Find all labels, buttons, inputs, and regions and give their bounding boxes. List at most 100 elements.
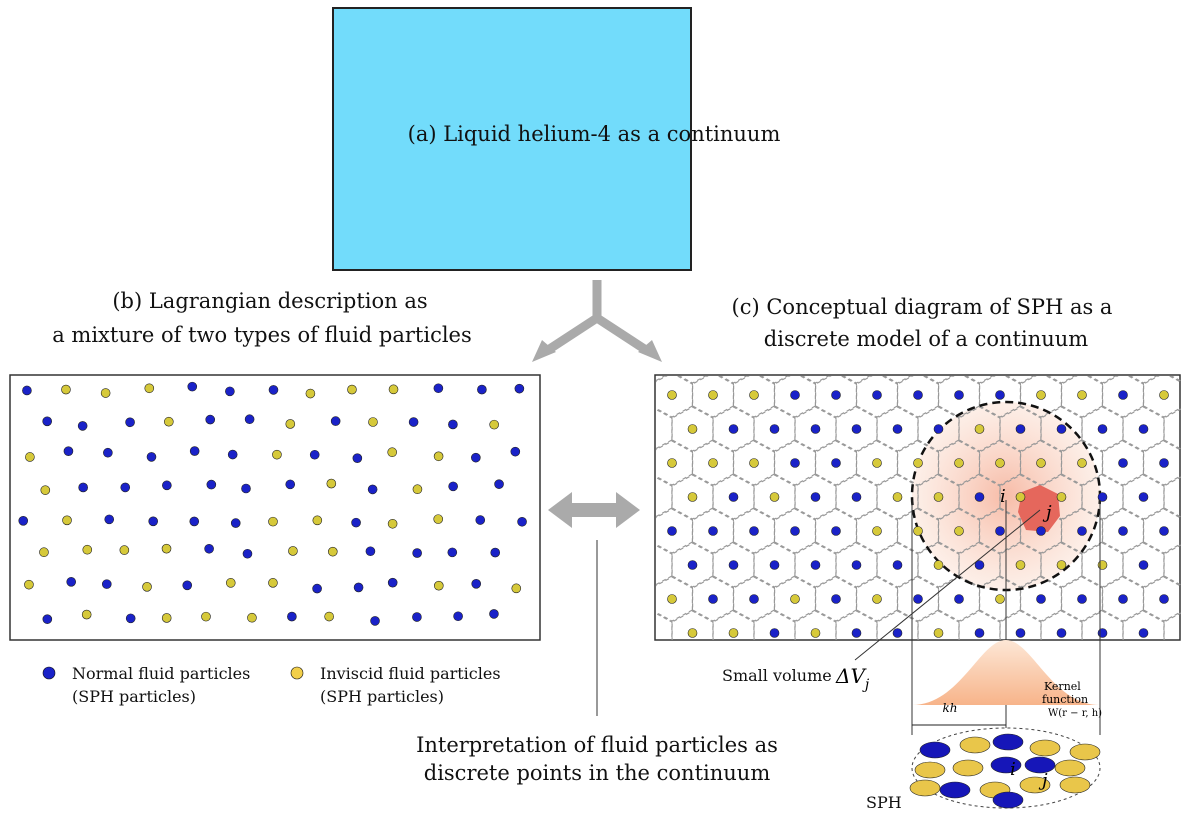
particle [1037, 527, 1046, 536]
kernel-label: W(r − r, h) [1048, 708, 1102, 719]
particle [1057, 493, 1066, 502]
interpretation: Interpretation of fluid particles as [416, 733, 778, 757]
particle [873, 459, 882, 468]
particle [1016, 629, 1025, 638]
particle [353, 454, 362, 463]
particle [955, 391, 964, 400]
legend-inviscid: (SPH particles) [320, 687, 444, 706]
particle [934, 493, 943, 502]
disk-particle [910, 780, 940, 796]
particle [770, 425, 779, 434]
particle [914, 459, 923, 468]
particle [67, 577, 76, 586]
particle [412, 613, 421, 622]
particle [1016, 425, 1025, 434]
particle [1057, 629, 1066, 638]
voronoi-cell [611, 441, 652, 485]
particle [143, 582, 152, 591]
particle [996, 391, 1005, 400]
particle [388, 519, 397, 528]
disk-particle [991, 757, 1021, 773]
panel-b-box [10, 375, 540, 640]
disk-particle [1025, 757, 1055, 773]
panel-b-title: (b) Lagrangian description as [112, 289, 427, 313]
particle [103, 448, 112, 457]
particle [975, 493, 984, 502]
split-arrow [548, 280, 646, 350]
particle [434, 515, 443, 524]
disk-particle [1030, 740, 1060, 756]
particle [729, 629, 738, 638]
delta-v-text: ΔV [835, 664, 867, 688]
sph-label: SPH [866, 793, 902, 812]
particle [413, 485, 422, 494]
particle [22, 386, 31, 395]
particle [873, 595, 882, 604]
particle [791, 527, 800, 536]
double-arrow [548, 492, 640, 528]
particle [893, 425, 902, 434]
particle [477, 385, 486, 394]
particle [121, 483, 130, 492]
particle [1139, 493, 1148, 502]
particle [242, 484, 251, 493]
particle [434, 384, 443, 393]
particle [511, 447, 520, 456]
voronoi-cell [611, 373, 652, 417]
particle [893, 493, 902, 502]
legend-normal: Normal fluid particles [72, 664, 250, 683]
particle [243, 549, 252, 558]
particle [226, 578, 235, 587]
particle [434, 581, 443, 590]
particle [893, 561, 902, 570]
particle [145, 384, 154, 393]
particle [955, 595, 964, 604]
particle [852, 425, 861, 434]
particle [688, 629, 697, 638]
particle [811, 493, 820, 502]
particle [688, 493, 697, 502]
particle [286, 419, 295, 428]
diagram: (a) Liquid helium-4 as a continuum (b) L… [0, 0, 1181, 819]
particle [832, 527, 841, 536]
small-volume-label: Small volume [722, 666, 832, 685]
particle [126, 418, 135, 427]
particle [709, 459, 718, 468]
particle [225, 387, 234, 396]
particle [448, 548, 457, 557]
particle [934, 561, 943, 570]
particle [162, 613, 171, 622]
particle [729, 493, 738, 502]
panel-a-label: (a) Liquid helium-4 as a continuum [408, 122, 781, 146]
particle [668, 459, 677, 468]
particle [78, 421, 87, 430]
disk-particle [993, 734, 1023, 750]
particle [205, 544, 214, 553]
particle [19, 516, 28, 525]
particle [120, 546, 129, 555]
disk-particle [960, 737, 990, 753]
particle [64, 447, 73, 456]
particle [852, 493, 861, 502]
panel-c-title: discrete model of a continuum [764, 327, 1088, 351]
particle [313, 516, 322, 525]
particle [162, 481, 171, 490]
particle [515, 384, 524, 393]
particle [490, 420, 499, 429]
particle [996, 527, 1005, 536]
particle [126, 614, 135, 623]
particle [1016, 561, 1025, 570]
particle [1078, 391, 1087, 400]
voronoi-cell [1144, 645, 1181, 689]
particle [268, 517, 277, 526]
particle [188, 382, 197, 391]
legend-inviscid: Inviscid fluid particles [320, 664, 501, 683]
panel-c-title: (c) Conceptual diagram of SPH as a [732, 295, 1113, 319]
interpretation: discrete points in the continuum [424, 761, 771, 785]
particle [1139, 425, 1148, 434]
disk-particle [1070, 744, 1100, 760]
particle [183, 581, 192, 590]
particle [331, 417, 340, 426]
particle [1098, 425, 1107, 434]
particle [449, 482, 458, 491]
